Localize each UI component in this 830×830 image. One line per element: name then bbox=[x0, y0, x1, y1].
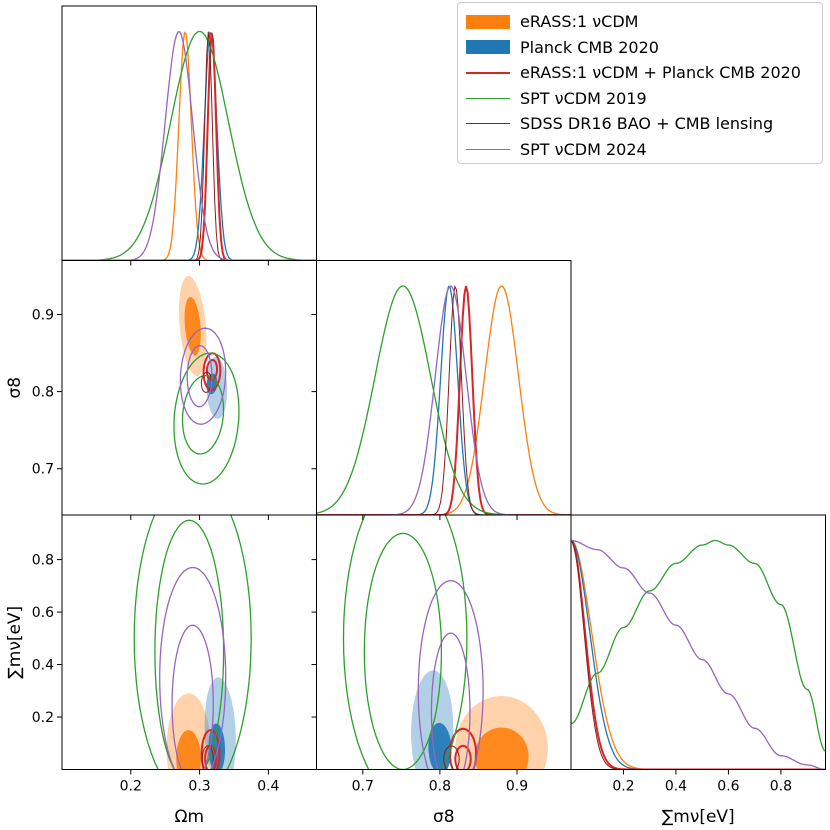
legend-label-combined: eRASS:1 νCDM + Planck CMB 2020 bbox=[520, 63, 801, 83]
marginal-curve-2ca02c bbox=[62, 30, 317, 261]
legend-swatch-planck bbox=[466, 40, 510, 55]
panel-frame bbox=[570, 514, 826, 770]
marginal-curve-8c1c1c bbox=[571, 540, 826, 770]
contour-line-2ca02c bbox=[342, 515, 468, 770]
contour-line-2ca02c bbox=[173, 352, 240, 485]
contour-line-2ca02c bbox=[181, 374, 225, 455]
x-axis-label-sigma8: σ8 bbox=[433, 807, 455, 827]
marginal-mnu bbox=[571, 539, 826, 770]
contour-line-9467bd bbox=[430, 632, 471, 770]
marginal-curve-1f77b4 bbox=[316, 285, 571, 515]
marginal-curve-9467bd bbox=[316, 285, 571, 515]
contour-line-9467bd bbox=[179, 327, 227, 425]
x-tick-label: 0.9 bbox=[506, 779, 528, 795]
legend-label-sdss: SDSS DR16 BAO + CMB lensing bbox=[520, 114, 774, 134]
legend-line-spt2024 bbox=[466, 148, 510, 150]
x-tick-label: 0.8 bbox=[770, 779, 792, 795]
legend-item: Planck CMB 2020 bbox=[466, 35, 822, 61]
x-tick-label: 0.6 bbox=[717, 779, 739, 795]
legend-label-erass: eRASS:1 νCDM bbox=[520, 12, 639, 32]
y-tick-label: 0.9 bbox=[32, 307, 54, 323]
legend-item: eRASS:1 νCDM + Planck CMB 2020 bbox=[466, 60, 822, 86]
marginal-curve-1f77b4 bbox=[571, 539, 826, 770]
contour-line-8c1c1c bbox=[201, 745, 214, 770]
contour-fill-ff7f0e bbox=[176, 730, 201, 770]
legend-label-planck: Planck CMB 2020 bbox=[520, 37, 659, 57]
marginal-curve-2ca02c bbox=[571, 539, 826, 752]
y-axis-label-sigma8: σ8 bbox=[5, 377, 25, 399]
contour-fill-1f77b4 bbox=[428, 722, 452, 770]
contour-fill-ff7f0e bbox=[184, 297, 201, 356]
panel-Om-s8 bbox=[173, 276, 240, 485]
contour-line-9467bd bbox=[159, 566, 227, 770]
x-tick-label: 0.2 bbox=[612, 779, 634, 795]
x-tick-label: 0.4 bbox=[257, 779, 279, 795]
y-tick-label: 0.7 bbox=[32, 462, 54, 478]
x-axis-label-omega-m: Ωm bbox=[174, 807, 204, 827]
x-tick-label: 0.2 bbox=[120, 779, 142, 795]
marginal-curve-9467bd bbox=[62, 31, 317, 261]
legend-item: eRASS:1 νCDM bbox=[466, 9, 822, 35]
marginal-curve-ff7f0e bbox=[62, 31, 317, 261]
x-tick-label: 0.8 bbox=[429, 779, 451, 795]
legend-line-combined bbox=[466, 71, 510, 74]
y-tick-label: 0.2 bbox=[32, 710, 54, 726]
legend-item: SPT νCDM 2019 bbox=[466, 86, 822, 112]
y-axis-label-mnu: ∑mν[eV] bbox=[5, 606, 25, 679]
marginal-Om bbox=[62, 30, 317, 261]
marginal-curve-2ca02c bbox=[316, 285, 571, 515]
marginal-curve-8c1c1c bbox=[316, 284, 571, 515]
contour-line-9467bd bbox=[186, 345, 213, 408]
contour-line-9467bd bbox=[171, 624, 214, 770]
contour-line-9467bd bbox=[417, 579, 484, 770]
legend-label-spt2024: SPT νCDM 2024 bbox=[520, 139, 647, 159]
contour-fill-ff7f0e bbox=[474, 727, 529, 770]
marginal-curve-d62728 bbox=[571, 539, 826, 770]
x-tick-label: 0.4 bbox=[665, 779, 687, 795]
marginal-curve-ff7f0e bbox=[571, 539, 826, 770]
panel-Om-mnu bbox=[133, 515, 252, 770]
marginal-s8 bbox=[316, 284, 571, 515]
x-tick-label: 0.3 bbox=[188, 779, 210, 795]
contour-line-d62728 bbox=[200, 729, 221, 770]
marginal-curve-9467bd bbox=[571, 539, 826, 770]
y-tick-label: 0.6 bbox=[32, 605, 54, 621]
legend-item: SPT νCDM 2024 bbox=[466, 137, 822, 163]
y-tick-label: 0.4 bbox=[32, 658, 54, 674]
legend-label-spt2019: SPT νCDM 2019 bbox=[520, 88, 647, 108]
y-tick-label: 0.8 bbox=[32, 553, 54, 569]
legend-swatch-erass bbox=[466, 14, 510, 29]
contour-line-8c1c1c bbox=[443, 745, 460, 770]
x-axis-label-mnu: ∑mν[eV] bbox=[662, 807, 735, 827]
contour-line-2ca02c bbox=[363, 532, 443, 770]
legend-line-sdss bbox=[466, 123, 510, 125]
legend-item: SDSS DR16 BAO + CMB lensing bbox=[466, 111, 822, 137]
contour-line-d62728 bbox=[454, 744, 472, 770]
contour-line-d62728 bbox=[205, 359, 218, 381]
panel-s8-mnu bbox=[342, 515, 548, 770]
y-tick-label: 0.8 bbox=[32, 385, 54, 401]
legend: eRASS:1 νCDM Planck CMB 2020 eRASS:1 νCD… bbox=[457, 2, 823, 164]
x-tick-label: 0.7 bbox=[352, 779, 374, 795]
contour-line-2ca02c bbox=[133, 515, 252, 770]
legend-line-spt2019 bbox=[466, 97, 510, 99]
